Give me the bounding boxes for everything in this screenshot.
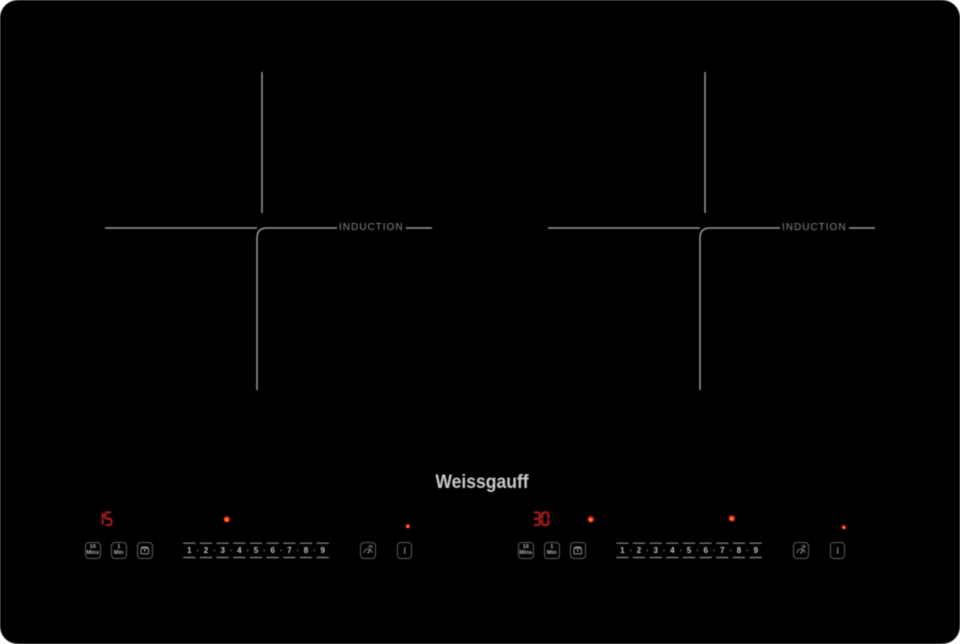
svg-text:3: 3 [653, 546, 658, 555]
svg-text:7: 7 [287, 546, 292, 555]
svg-text:9: 9 [320, 546, 325, 555]
svg-text:8: 8 [737, 546, 742, 555]
svg-text:6: 6 [270, 546, 275, 555]
svg-text:1: 1 [620, 546, 625, 555]
svg-text:4: 4 [237, 546, 242, 555]
svg-text:5: 5 [687, 546, 692, 555]
svg-text:9: 9 [753, 546, 758, 555]
svg-text:3: 3 [220, 546, 225, 555]
svg-text:8: 8 [304, 546, 309, 555]
svg-text:2: 2 [637, 546, 642, 555]
svg-text:1: 1 [187, 546, 192, 555]
svg-text:5: 5 [254, 546, 259, 555]
svg-text:6: 6 [703, 546, 708, 555]
svg-text:4: 4 [670, 546, 675, 555]
svg-text:2: 2 [204, 546, 209, 555]
svg-text:7: 7 [720, 546, 725, 555]
